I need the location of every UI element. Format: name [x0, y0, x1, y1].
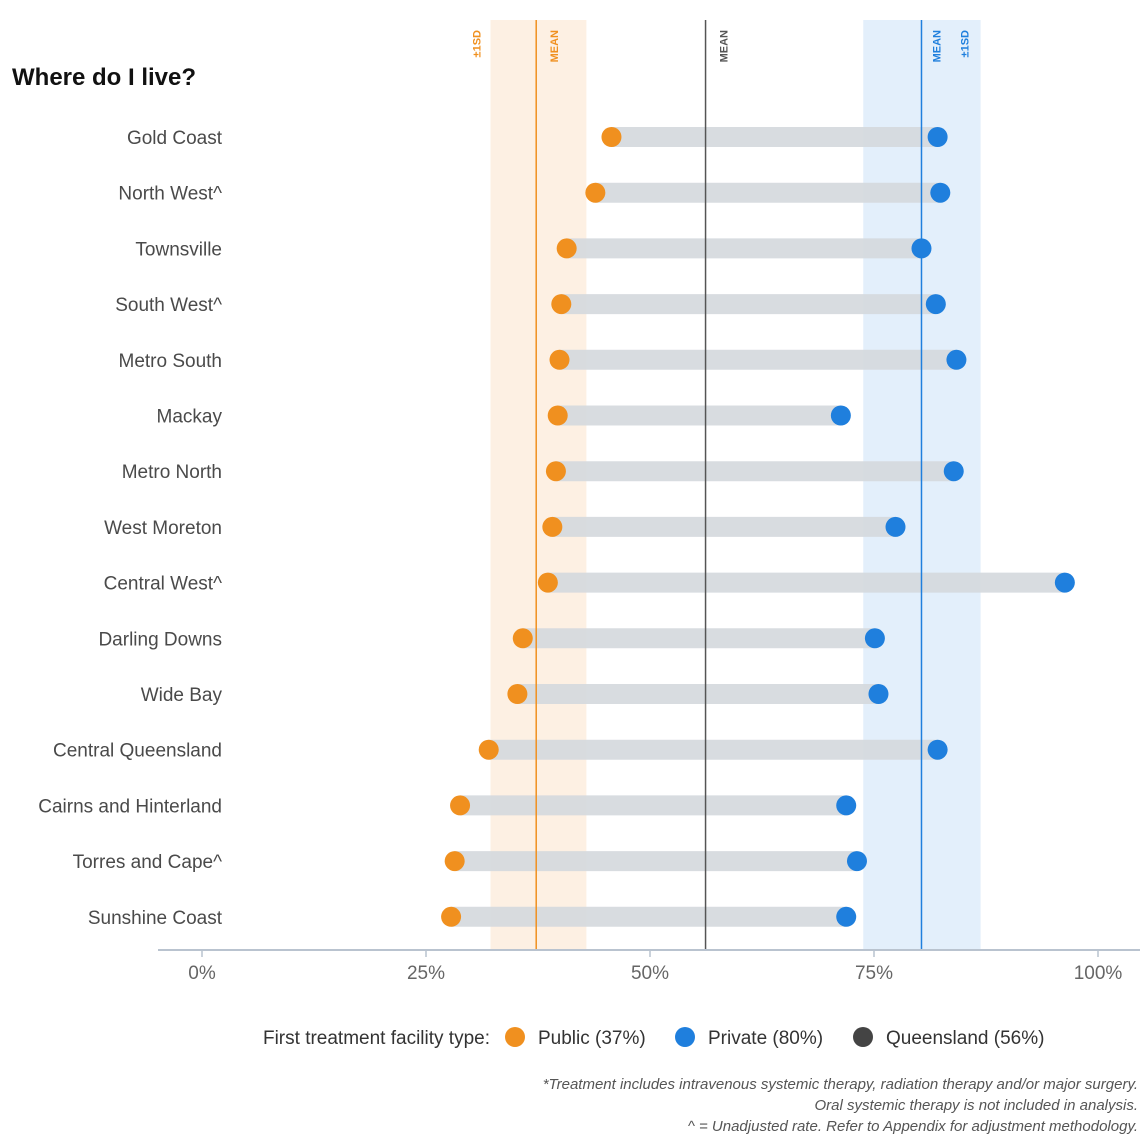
private-point [925, 294, 946, 315]
private-point [885, 516, 906, 537]
footnote-oral: Oral systemic therapy is not included in… [815, 1097, 1138, 1114]
private-point [864, 628, 885, 649]
category-label: Metro South [119, 351, 223, 372]
data-points [441, 127, 1075, 927]
footnote-treatment: *Treatment includes intravenous systemic… [543, 1076, 1138, 1093]
private-point [846, 851, 867, 872]
reference-lines: ±1SD MEAN MEAN MEAN ±1SD [472, 20, 972, 950]
private-sd-label: ±1SD [960, 30, 972, 57]
category-label: Sunshine Coast [88, 908, 223, 929]
private-mean-label: MEAN [931, 30, 943, 62]
public-point [601, 127, 622, 147]
private-point [946, 349, 967, 370]
public-point [512, 628, 533, 649]
x-tick-label: 100% [1074, 963, 1123, 984]
public-mean-label: MEAN [549, 30, 561, 62]
public-point [450, 795, 471, 816]
private-point [911, 238, 932, 259]
private-point [943, 461, 964, 482]
category-label: Central West^ [104, 574, 222, 595]
category-label: South West^ [115, 295, 222, 316]
private-point [830, 405, 851, 426]
private-point [927, 739, 948, 760]
legend: First treatment facility type: Public (3… [263, 1027, 1044, 1049]
public-point [545, 461, 566, 482]
public-sd-label: ±1SD [472, 30, 484, 57]
private-point [836, 906, 857, 927]
public-point [549, 349, 570, 370]
legend-public-swatch [505, 1027, 525, 1047]
category-label: Torres and Cape^ [73, 852, 222, 873]
category-label: Wide Bay [141, 685, 223, 706]
category-label: West Moreton [104, 518, 222, 539]
chart-title: Where do I live? [12, 64, 196, 91]
range-bars [451, 127, 1065, 927]
legend-queensland-label: Queensland (56%) [886, 1028, 1044, 1049]
category-label: Mackay [157, 407, 223, 428]
category-label: Gold Coast [127, 128, 223, 149]
private-point [1054, 572, 1075, 593]
footnotes: *Treatment includes intravenous systemic… [543, 1076, 1138, 1135]
public-sd-band [490, 20, 587, 950]
x-tick-label: 75% [855, 963, 893, 984]
public-point [478, 739, 499, 760]
x-tick-label: 0% [188, 963, 216, 984]
category-label: Darling Downs [98, 629, 222, 650]
public-point [547, 405, 568, 426]
x-tick-label: 50% [631, 963, 669, 984]
legend-private-swatch [675, 1027, 695, 1047]
legend-private-label: Private (80%) [708, 1028, 823, 1049]
private-point [868, 684, 889, 704]
legend-queensland-swatch [853, 1027, 873, 1047]
category-label: Townsville [135, 239, 222, 260]
public-point [441, 906, 462, 927]
public-point [585, 182, 606, 203]
public-point [542, 516, 563, 537]
public-point [444, 851, 465, 872]
public-point [507, 684, 528, 704]
x-axis: 0% 25% 50% 75% 100% [158, 949, 1140, 984]
category-label: Central Queensland [53, 741, 222, 762]
category-labels: Gold Coast North West^ Townsville South Wes… [38, 128, 222, 929]
queensland-mean-label: MEAN [719, 30, 731, 62]
private-point [836, 795, 857, 816]
category-label: Cairns and Hinterland [38, 796, 222, 817]
public-point [537, 572, 558, 593]
x-tick-label: 25% [407, 963, 445, 984]
footnote-unadjusted: ^ = Unadjusted rate. Refer to Appendix f… [688, 1118, 1138, 1135]
legend-title: First treatment facility type: [263, 1028, 490, 1049]
private-point [927, 127, 948, 147]
category-label: North West^ [118, 184, 222, 205]
public-point [556, 238, 577, 259]
public-point [551, 294, 572, 315]
legend-public-label: Public (37%) [538, 1028, 646, 1049]
category-label: Metro North [122, 462, 222, 483]
private-point [930, 182, 951, 203]
